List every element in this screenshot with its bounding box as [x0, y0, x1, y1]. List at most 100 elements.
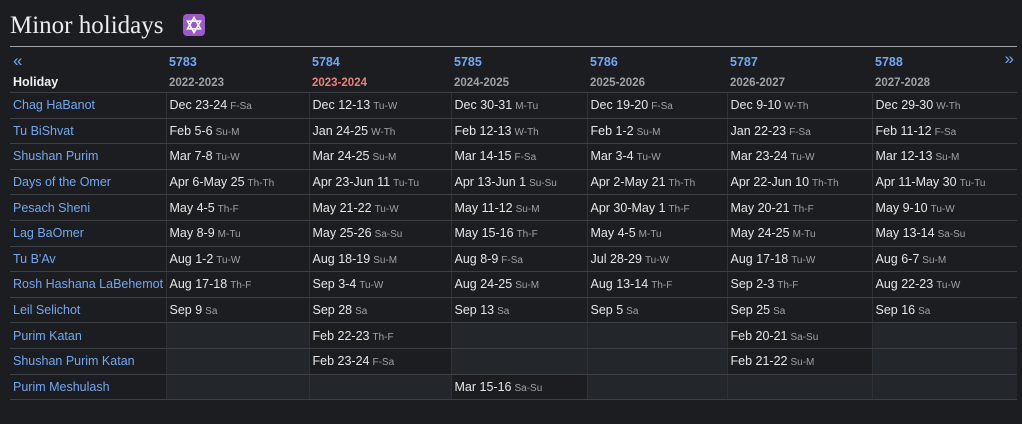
date-cell: Aug 17-18 Th-F [165, 271, 309, 298]
date-cell: May 21-22 Tu-W [308, 194, 451, 221]
weekdays: Th-Th [812, 178, 839, 190]
date: May 11-12 [454, 200, 513, 215]
date: May 4-5 [590, 226, 636, 241]
table-row: Shushan Purim Mar 7-8 Tu-W Mar 24-25 Su-M Mar… [10, 143, 1017, 170]
weekdays: Tu-W [791, 254, 816, 266]
hebrew-year[interactable]: 5784 [312, 55, 340, 69]
weekdays: Th-F [372, 331, 394, 343]
holiday-link[interactable]: Pesach Sheni [13, 200, 91, 215]
hebrew-year[interactable]: 5788 [875, 55, 903, 69]
date: May 9-10 [875, 200, 928, 215]
weekdays: Tu-W [215, 152, 240, 164]
holiday-link[interactable]: Purim Meshulash [13, 379, 110, 394]
weekdays: Tu-Tu [959, 178, 986, 190]
holiday-link[interactable]: Lag BaOmer [13, 226, 84, 241]
date: Aug 18-19 [312, 251, 371, 266]
table-row: Lag BaOmer May 8-9 M-Tu May 25-26 Sa-Su May 1… [10, 220, 1017, 247]
gregorian-year: 2024-2025 [454, 76, 509, 89]
weekdays: Sa-Su [374, 229, 403, 241]
date-cell [726, 374, 872, 401]
date: Mar 3-4 [590, 149, 634, 164]
weekdays: Tu-W [644, 254, 670, 266]
holiday-header: Holiday [13, 74, 59, 89]
holiday-link[interactable]: Rosh Hashana LaBehemot [13, 277, 164, 292]
date: Sep 25 [730, 303, 771, 318]
date: May 4-5 [169, 200, 215, 215]
date-cell [308, 374, 451, 401]
date: Sep 13 [454, 303, 495, 318]
date: Dec 23-24 [169, 98, 228, 113]
page-title: Minor holidays [10, 12, 164, 39]
date: Apr 23-Jun 11 [312, 175, 391, 190]
holiday-cell: Rosh Hashana LaBehemot [10, 271, 166, 298]
header-cell: 2024-2025 [451, 71, 587, 93]
date: Jan 22-23 [730, 123, 787, 138]
gregorian-year: 2026-2027 [730, 76, 785, 89]
date-cell [871, 374, 1017, 401]
hebrew-year[interactable]: 5786 [590, 55, 618, 69]
date-cell: Mar 3-4 Tu-W [586, 143, 727, 170]
date: Aug 8-9 [454, 251, 499, 266]
date: Apr 11-May 30 [875, 175, 957, 190]
date-cell: Feb 23-24 F-Sa [308, 348, 451, 375]
hebrew-year[interactable]: 5783 [169, 55, 197, 69]
date-cell: Jul 28-29 Tu-W [586, 246, 727, 273]
hebrew-year[interactable]: 5785 [454, 55, 482, 69]
nav-next[interactable]: » [1004, 49, 1014, 68]
date-cell: Dec 9-10 W-Th [726, 92, 872, 119]
date-cell: Sep 5 Sa [586, 297, 727, 324]
holiday-cell: Leil Selichot [10, 297, 166, 324]
date-cell: Sep 9 Sa [165, 297, 309, 324]
weekdays: W-Th [514, 126, 539, 138]
holiday-link[interactable]: Shushan Purim [13, 149, 99, 164]
holiday-link[interactable]: Tu B'Av [13, 251, 56, 266]
weekdays: F-Sa [934, 126, 957, 138]
title-rule [10, 46, 1017, 47]
weekdays: M-Tu [515, 101, 539, 113]
holiday-cell: Lag BaOmer [10, 220, 166, 247]
holiday-link[interactable]: Days of the Omer [13, 175, 111, 190]
holiday-link[interactable]: Chag HaBanot [13, 98, 96, 113]
weekdays: M-Tu [638, 229, 662, 241]
date-cell: May 4-5 Th-F [165, 194, 309, 221]
weekdays: Sa-Su [790, 331, 819, 343]
date-cell: May 9-10 Tu-W [871, 194, 1017, 221]
date-cell: Mar 14-15 F-Sa [450, 143, 587, 170]
date-cell: Feb 5-6 Su-M [165, 118, 309, 145]
nav-prev[interactable]: « [13, 51, 23, 70]
date-cell: Apr 13-Jun 1 Su-Su [450, 169, 587, 196]
gregorian-year: 2022-2023 [169, 76, 224, 89]
date: Sep 28 [312, 303, 353, 318]
date: Aug 1-2 [169, 251, 214, 266]
holiday-cell: Shushan Purim [10, 143, 166, 170]
date: Aug 24-25 [454, 277, 513, 292]
weekdays: Su-M [373, 254, 398, 266]
date: Feb 22-23 [312, 328, 370, 343]
weekdays: F-Sa [789, 126, 811, 138]
holiday-cell: Tu B'Av [10, 246, 166, 273]
date: May 21-22 [312, 200, 372, 215]
weekdays: Tu-W [359, 280, 384, 292]
holiday-link[interactable]: Shushan Purim Katan [13, 354, 135, 369]
date-cell: Mar 24-25 Su-M [308, 143, 451, 170]
weekdays: W-Th [784, 101, 809, 113]
date-cell: Mar 12-13 Su-M [871, 143, 1017, 170]
holiday-link[interactable]: Leil Selichot [13, 303, 81, 318]
date: Feb 21-22 [730, 354, 788, 369]
weekdays: Su-Su [529, 178, 557, 190]
weekdays: Sa-Su [514, 382, 543, 394]
date-cell [165, 374, 309, 401]
date: Aug 13-14 [590, 277, 649, 292]
weekdays: F-Sa [501, 254, 523, 266]
holiday-link[interactable]: Tu BiShvat [13, 123, 74, 138]
weekdays: Su-M [515, 280, 540, 292]
holiday-link[interactable]: Purim Katan [13, 328, 82, 343]
date-cell: May 20-21 Th-F [726, 194, 872, 221]
weekdays: M-Tu [217, 229, 241, 241]
weekdays: Tu-W [930, 203, 955, 215]
date: Jan 24-25 [312, 123, 369, 138]
hebrew-year[interactable]: 5787 [730, 55, 758, 69]
date-cell: Aug 6-7 Su-M [871, 246, 1017, 273]
date-cell: Aug 8-9 F-Sa [450, 246, 587, 273]
weekdays: F-Sa [372, 357, 395, 369]
